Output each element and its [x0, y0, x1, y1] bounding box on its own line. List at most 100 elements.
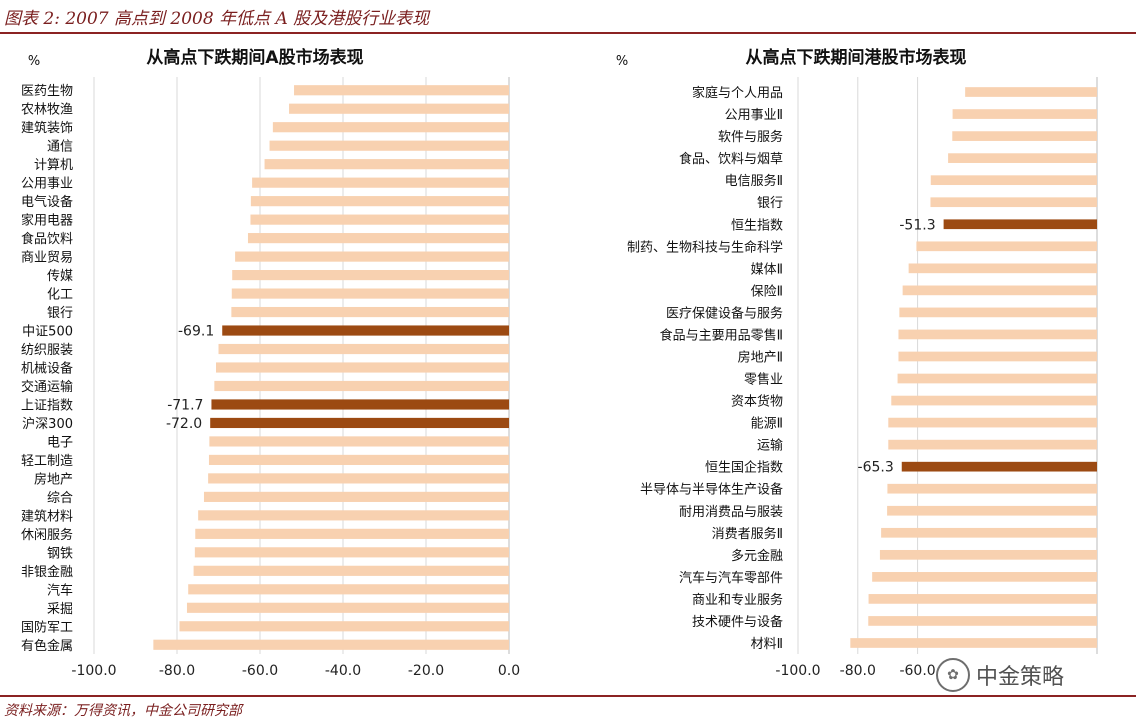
- data-label: -72.0: [166, 416, 202, 432]
- bar: [188, 584, 509, 595]
- bar: [231, 306, 510, 318]
- a-share-chart: 从高点下跌期间A股市场表现% -100.0 -80.0 -60.0 -40.0 -20.0…: [21, 47, 520, 679]
- bar: [952, 109, 1097, 119]
- bar: [881, 527, 1097, 538]
- category-label: 多元金融: [731, 548, 783, 564]
- bar: [186, 602, 509, 613]
- category-label: 食品、饮料与烟草: [679, 151, 783, 167]
- category-label: 技术硬件与设备: [692, 614, 783, 630]
- bar: [891, 395, 1097, 406]
- bar: [195, 528, 509, 539]
- category-label: 媒体Ⅱ: [751, 262, 783, 277]
- category-label: 房地产Ⅱ: [738, 349, 783, 365]
- bar: [965, 87, 1097, 97]
- category-label: 纺织服装: [21, 343, 73, 358]
- category-label: 综合: [47, 491, 73, 506]
- bar: [193, 565, 509, 576]
- category-label: 有色金属: [21, 638, 73, 654]
- watermark-text: 中金策略: [976, 665, 1065, 690]
- figure-title: 图表 2: 2007 高点到 2008 年低点 A 股及港股行业表现: [4, 9, 430, 29]
- category-label: 零售业: [744, 372, 783, 388]
- chart-title: 从高点下跌期间A股市场表现: [146, 47, 363, 68]
- category-label: 软件与服务: [718, 129, 783, 145]
- bar: [899, 307, 1097, 318]
- category-label: 汽车与汽车零部件: [679, 570, 783, 586]
- bar: [250, 214, 509, 225]
- category-label: 医药生物: [21, 84, 73, 99]
- bar: [908, 263, 1097, 274]
- bar: [902, 285, 1097, 296]
- bar: [198, 510, 510, 521]
- category-label: 公用事业Ⅱ: [725, 108, 783, 123]
- highlight-bar: [211, 399, 509, 410]
- bar: [897, 373, 1097, 384]
- category-label: 家庭与个人用品: [692, 85, 783, 101]
- category-label: 半导体与半导体生产设备: [640, 482, 783, 498]
- category-label: 商业和专业服务: [692, 592, 783, 608]
- top-rule: [0, 32, 1136, 34]
- bar: [294, 85, 509, 96]
- category-label: 建筑材料: [21, 508, 73, 524]
- x-tick-label: -80.0: [840, 663, 876, 679]
- category-label: 医疗保健设备与服务: [666, 305, 783, 321]
- x-tick-label: -100.0: [71, 663, 116, 679]
- category-label: 保险Ⅱ: [751, 284, 783, 299]
- category-label: 材料Ⅱ: [751, 637, 783, 652]
- bar: [209, 436, 509, 447]
- bar: [235, 251, 509, 262]
- category-label: 休闲服务: [21, 527, 73, 543]
- bar: [887, 483, 1097, 494]
- category-label: 商业贸易: [21, 251, 73, 266]
- data-label: -65.3: [858, 460, 894, 476]
- bar: [208, 454, 509, 466]
- unit-label: %: [616, 54, 628, 69]
- category-label: 能源Ⅱ: [751, 417, 783, 432]
- x-tick-label: -100.0: [775, 663, 820, 679]
- bar: [872, 572, 1097, 582]
- data-label: -71.7: [167, 397, 203, 413]
- bar: [231, 288, 509, 299]
- bar: [247, 233, 509, 244]
- chart-title: 从高点下跌期间港股市场表现: [746, 47, 967, 68]
- category-label: 国防军工: [21, 619, 73, 635]
- highlight-bar: [210, 417, 509, 429]
- bar: [250, 196, 509, 207]
- bar: [194, 547, 509, 558]
- bar: [269, 140, 509, 151]
- bar: [216, 362, 509, 373]
- bar: [272, 122, 509, 133]
- bar: [888, 439, 1097, 450]
- x-tick-label: -80.0: [159, 663, 195, 679]
- bar: [208, 473, 509, 484]
- bar: [898, 351, 1097, 362]
- bar: [930, 175, 1097, 186]
- category-label: 电子: [47, 435, 73, 450]
- category-label: 汽车: [47, 582, 73, 598]
- category-label: 建筑装饰: [21, 120, 73, 136]
- bottom-rule: [0, 695, 1136, 697]
- category-label: 恒生国企指数: [705, 460, 783, 476]
- category-label: 传媒: [47, 269, 73, 284]
- bar: [289, 103, 509, 114]
- x-tick-label: -60.0: [242, 663, 278, 679]
- category-label: 机械设备: [21, 361, 73, 377]
- wechat-icon: ✿: [936, 658, 970, 692]
- x-tick-label: -40.0: [325, 663, 361, 679]
- bar: [888, 417, 1097, 428]
- category-label: 资本货物: [731, 394, 783, 410]
- category-label: 银行: [757, 196, 783, 211]
- category-label: 轻工制造: [21, 454, 73, 469]
- category-label: 通信: [47, 140, 73, 155]
- bar: [916, 241, 1097, 252]
- category-label: 交通运输: [21, 379, 73, 395]
- category-label: 运输: [757, 438, 783, 454]
- category-label: 沪深300: [22, 416, 73, 432]
- highlight-bar: [222, 325, 510, 336]
- x-tick-label: -20.0: [408, 663, 444, 679]
- category-label: 农林牧渔: [21, 103, 73, 118]
- source-note: 资料来源：万得资讯，中金公司研究部: [4, 703, 242, 719]
- unit-label: %: [28, 54, 40, 69]
- bar: [232, 269, 509, 281]
- data-label: -69.1: [178, 324, 214, 340]
- bar: [252, 177, 510, 188]
